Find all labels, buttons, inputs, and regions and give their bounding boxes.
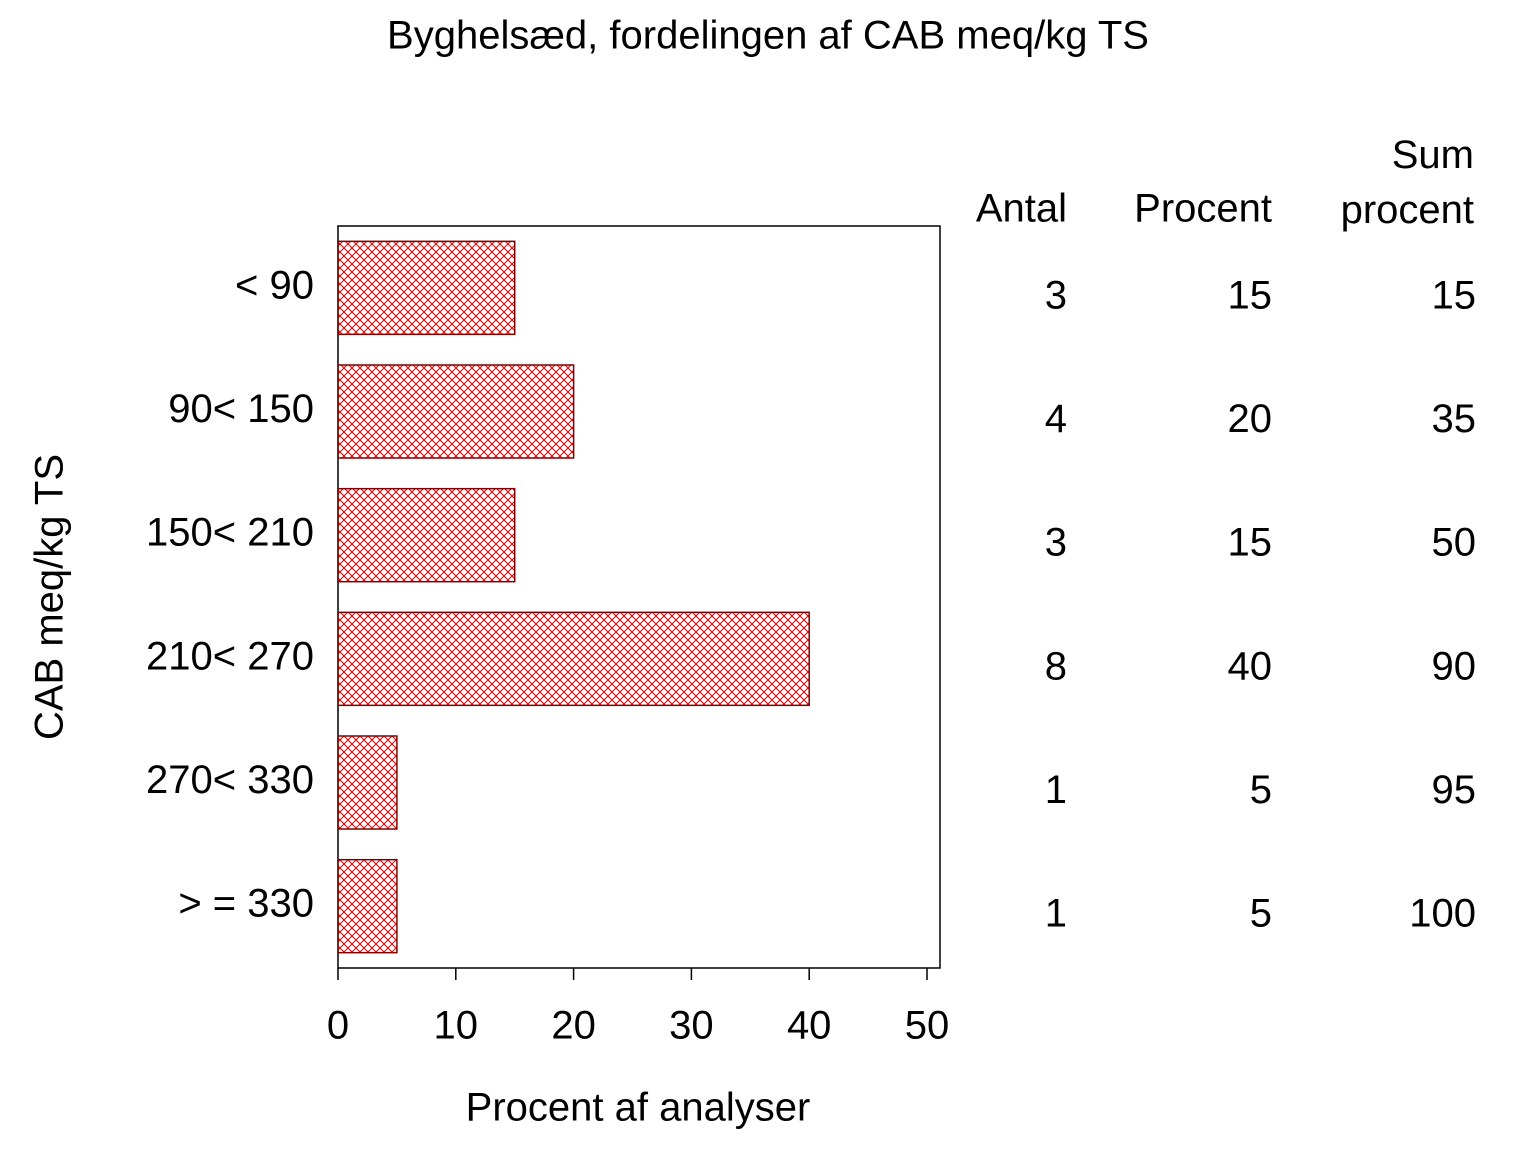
table-cell: 100 [1409, 892, 1476, 936]
table-cell: 1 [1045, 768, 1067, 812]
x-tick-label: 40 [787, 1004, 832, 1048]
table-cell: 15 [1432, 273, 1477, 317]
y-tick-label: 270< 330 [146, 758, 314, 802]
table-cell: 3 [1045, 273, 1067, 317]
table-header: Antal [976, 187, 1067, 231]
table-header-box: Sum procent [1340, 133, 1474, 232]
plot-frame [337, 225, 941, 969]
x-tick-label: 0 [327, 1004, 349, 1048]
y-axis-label: CAB meq/kg TS [28, 454, 72, 740]
x-axis-label: Procent af analyser [466, 1086, 811, 1130]
table-cell: 15 [1228, 521, 1273, 565]
table-cell: 15 [1228, 273, 1273, 317]
y-tick-label: 150< 210 [146, 511, 314, 555]
y-tick-label: 90< 150 [168, 387, 314, 431]
bar [337, 858, 398, 954]
bar [337, 240, 516, 336]
chart-title: Byghelsæd, fordelingen af CAB meq/kg TS [387, 14, 1149, 58]
bar [337, 611, 810, 707]
table-cell: 95 [1432, 768, 1477, 812]
x-tick-label: 50 [905, 1004, 950, 1048]
table-cell: 5 [1250, 892, 1272, 936]
table-cell: 3 [1045, 521, 1067, 565]
y-tick-label: 210< 270 [146, 634, 314, 678]
x-tick-label: 20 [551, 1004, 596, 1048]
bar [337, 735, 398, 830]
bar [337, 487, 516, 583]
x-tick-label: 30 [669, 1004, 714, 1048]
table-cell: 5 [1250, 768, 1272, 812]
table-cell: 50 [1432, 521, 1477, 565]
bar [337, 364, 575, 459]
table-cell: 20 [1228, 397, 1273, 441]
table-header: Sum procent [1340, 133, 1474, 232]
x-tick-label: 10 [434, 1004, 479, 1048]
y-tick-label: > = 330 [178, 882, 314, 926]
y-tick-label: < 90 [235, 263, 314, 307]
table-cell: 8 [1045, 644, 1067, 688]
table-cell: 35 [1432, 397, 1477, 441]
table-header: Procent [1134, 187, 1272, 231]
table-cell: 1 [1045, 892, 1067, 936]
table-cell: 90 [1432, 644, 1477, 688]
table-cell: 4 [1045, 397, 1067, 441]
table-cell: 40 [1228, 644, 1273, 688]
